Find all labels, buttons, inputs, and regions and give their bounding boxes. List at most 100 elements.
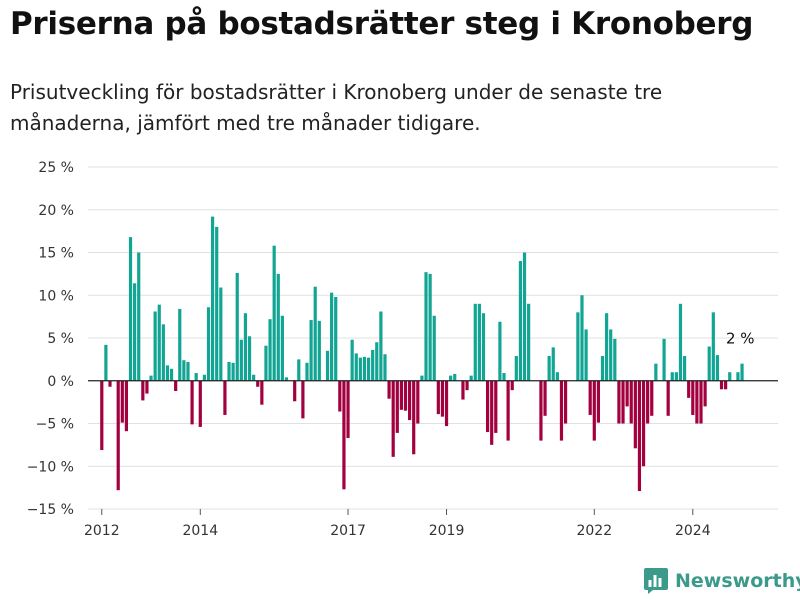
bar [399, 380, 403, 410]
bar [383, 354, 387, 381]
bar [498, 321, 502, 381]
bar [219, 287, 223, 381]
bar-chart-logo-icon [644, 568, 668, 594]
bar [317, 320, 321, 381]
x-axis: 2012 2014 2017 2019 2022 2024 [84, 509, 711, 539]
bar [740, 363, 744, 381]
bar [305, 362, 309, 381]
bar [494, 380, 498, 433]
bar [609, 329, 613, 381]
bar [174, 380, 178, 392]
y-tick-label: 15 % [38, 246, 74, 262]
bar [502, 373, 506, 381]
bar [297, 359, 301, 381]
x-tick-label: 2022 [576, 523, 612, 539]
x-tick-label: 2019 [429, 523, 465, 539]
bar [412, 380, 416, 455]
bar [235, 273, 239, 381]
newsworthy-brand: Newsworthy [644, 568, 800, 594]
bar [736, 372, 740, 381]
bar [293, 380, 297, 402]
bar [481, 313, 486, 381]
y-tick-label: 20 % [38, 203, 74, 219]
bar [707, 346, 711, 381]
x-tick-label: 2014 [182, 523, 218, 539]
bar [309, 320, 313, 381]
bar [576, 312, 580, 381]
bar [223, 380, 227, 415]
bar [465, 380, 469, 391]
bar [629, 380, 633, 424]
bar [100, 380, 104, 450]
bar [161, 324, 165, 381]
bar [551, 347, 555, 381]
bar [169, 368, 174, 381]
bar [621, 380, 625, 424]
bar [436, 380, 440, 415]
bar [104, 344, 108, 381]
bar [432, 315, 436, 381]
bar [330, 292, 334, 381]
bar [276, 273, 280, 381]
bar [194, 373, 198, 381]
bar [563, 380, 568, 424]
bar [527, 303, 531, 381]
bar [715, 355, 720, 381]
bar [547, 355, 551, 381]
brand-name: Newsworthy [675, 570, 800, 592]
bar [596, 380, 600, 423]
bar [366, 357, 371, 381]
latest-value-label: 2 % [726, 330, 755, 348]
bar [518, 261, 523, 381]
bar [543, 380, 547, 416]
bar [362, 356, 367, 381]
bar [682, 355, 687, 381]
bar [453, 373, 457, 381]
bar [243, 313, 248, 381]
bar [145, 380, 149, 394]
bar [728, 372, 732, 381]
bar [313, 286, 317, 381]
bar [555, 372, 559, 381]
bar [461, 380, 465, 400]
bar [584, 329, 588, 381]
bar [633, 380, 637, 449]
bar [342, 380, 346, 490]
bar [211, 216, 215, 381]
bar [375, 342, 379, 381]
bar [338, 380, 342, 412]
bar [182, 360, 186, 381]
bar [334, 296, 338, 381]
bar [473, 303, 477, 381]
bar [490, 380, 494, 445]
bar [190, 380, 194, 425]
y-tick-label: 5 % [47, 331, 74, 347]
bar [641, 380, 646, 467]
bar [695, 380, 699, 424]
bar [424, 272, 428, 381]
y-tick-label: 10 % [38, 288, 74, 304]
x-tick-label: 2017 [330, 523, 366, 539]
bar [719, 380, 724, 390]
bar [108, 380, 112, 387]
bar [165, 365, 170, 381]
bar [227, 361, 231, 381]
bar [268, 319, 272, 381]
bar [252, 374, 256, 381]
bar [128, 237, 133, 381]
bar [116, 380, 120, 491]
bar [559, 380, 564, 441]
bar [379, 311, 383, 381]
bar [354, 353, 358, 381]
y-tick-label: −10 % [27, 459, 74, 475]
bar [654, 363, 658, 381]
bar [691, 380, 695, 415]
bar [284, 377, 289, 381]
bar [231, 362, 235, 381]
bar [141, 380, 145, 401]
bar [650, 380, 654, 416]
bar [157, 304, 161, 381]
bar [600, 355, 605, 381]
bar [124, 380, 129, 432]
bar [256, 380, 260, 387]
